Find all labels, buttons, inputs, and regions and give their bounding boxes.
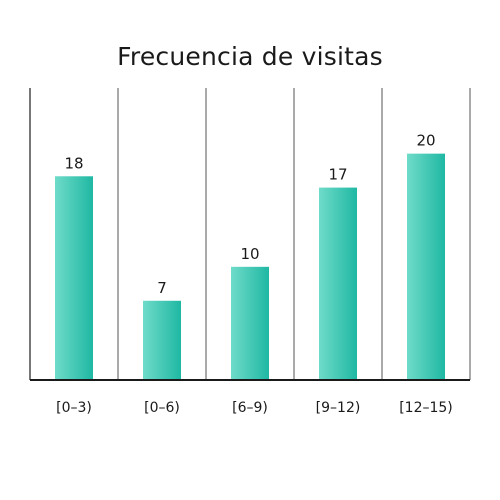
x-tick-label: [0–6) bbox=[144, 400, 180, 416]
bar-value-label: 18 bbox=[64, 154, 83, 172]
x-tick-label: [9–12) bbox=[316, 400, 361, 416]
bar-value-label: 10 bbox=[240, 245, 259, 263]
bar bbox=[55, 176, 93, 380]
x-tick-label: [12–15) bbox=[399, 400, 453, 416]
bar bbox=[231, 266, 269, 380]
bar bbox=[407, 153, 445, 380]
chart-title: Frecuencia de visitas bbox=[117, 42, 383, 71]
x-tick-label: [0–3) bbox=[56, 400, 92, 416]
bar-value-label: 17 bbox=[328, 166, 347, 184]
bar-value-label: 7 bbox=[157, 279, 167, 297]
x-tick-label: [6–9) bbox=[232, 400, 268, 416]
bar-value-label: 20 bbox=[416, 132, 435, 150]
bar bbox=[143, 300, 181, 380]
bar bbox=[319, 187, 357, 380]
